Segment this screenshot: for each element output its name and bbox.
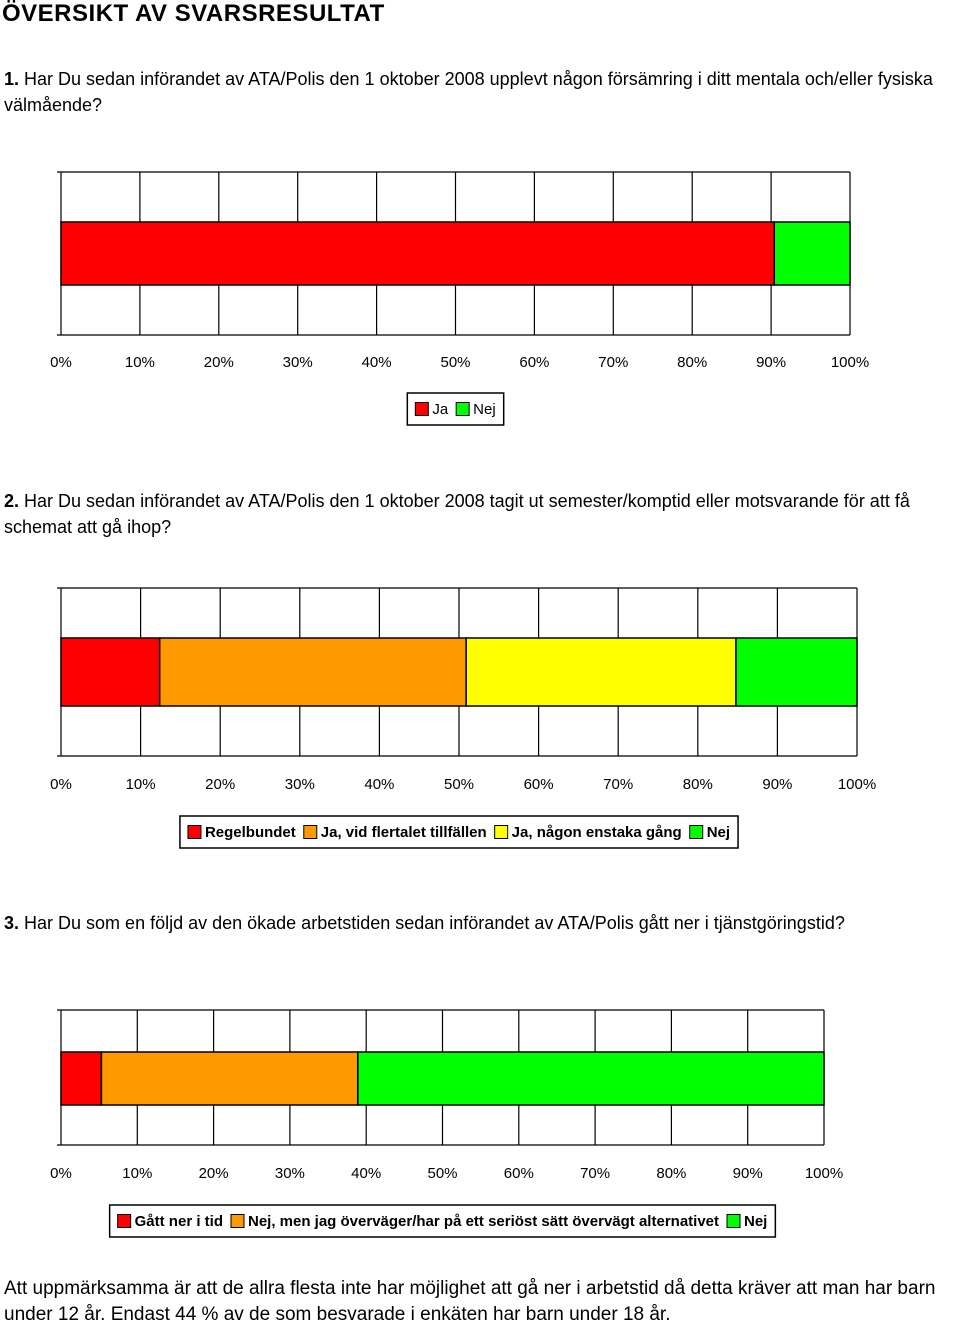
tick-label: 90%: [733, 1165, 763, 1182]
tick-label: 0%: [50, 776, 72, 793]
legend-label: Ja: [432, 401, 449, 418]
bar-segment-4: [735, 637, 858, 707]
tick-label: 70%: [603, 776, 633, 793]
legend: Gått ner i tid Nej, men jag överväger/har…: [108, 1204, 777, 1238]
legend-label: Nej: [473, 401, 496, 418]
legend-swatch: [414, 402, 429, 416]
tick-label: 0%: [50, 354, 72, 371]
tick-label: 100%: [838, 776, 876, 793]
legend-label: Gått ner i tid: [135, 1213, 223, 1230]
bar-segment-1: [60, 221, 776, 286]
tick-label: 30%: [275, 1165, 305, 1182]
tick-label: 0%: [50, 1165, 72, 1182]
tick-label: 80%: [656, 1165, 686, 1182]
question-number: 2.: [4, 491, 20, 511]
tick-label: 20%: [205, 776, 235, 793]
question-1: 1. Har Du sedan införandet av ATA/Polis …: [4, 66, 954, 118]
tick-label: 30%: [283, 354, 313, 371]
question-number: 1.: [4, 69, 20, 89]
legend-swatch: [303, 825, 318, 839]
tick-label: 50%: [427, 1165, 457, 1182]
tick-label: 30%: [285, 776, 315, 793]
tick-label: 60%: [504, 1165, 534, 1182]
bar-segment-2: [158, 637, 467, 707]
legend-box: [108, 1204, 777, 1238]
tick-label: 100%: [805, 1165, 843, 1182]
legend-swatch: [455, 402, 470, 416]
tick-label: 20%: [199, 1165, 229, 1182]
tick-label: 10%: [126, 776, 156, 793]
question-2: 2. Har Du sedan införandet av ATA/Polis …: [4, 488, 954, 540]
bar-segment-2: [773, 221, 851, 286]
tick-label: 50%: [440, 354, 470, 371]
chart-q2: 0% 10% 20% 30% 40% 50% 60% 70% 80% 90% 100% Regelbu…: [50, 587, 876, 849]
tick-label: 70%: [598, 354, 628, 371]
legend-swatch: [494, 825, 509, 839]
tick-label: 40%: [351, 1165, 381, 1182]
legend-swatch: [230, 1214, 245, 1228]
tick-label: 20%: [204, 354, 234, 371]
bar-segment-3: [357, 1051, 825, 1106]
question-3: 3. Har Du som en följd av den ökade arbe…: [4, 910, 954, 936]
legend-label: Ja, vid flertalet tillfällen: [321, 824, 487, 841]
question-text: Har Du sedan införandet av ATA/Polis den…: [4, 491, 910, 537]
tick-label: 10%: [122, 1165, 152, 1182]
tick-label: 10%: [125, 354, 155, 371]
question-text: Har Du sedan införandet av ATA/Polis den…: [4, 69, 933, 115]
legend-label: Nej, men jag överväger/har på ett seriös…: [248, 1213, 719, 1230]
tick-label: 70%: [580, 1165, 610, 1182]
tick-label: 60%: [519, 354, 549, 371]
footnote: Att uppmärksamma är att de allra flesta …: [4, 1278, 936, 1325]
tick-label: 40%: [362, 354, 392, 371]
bar-segment-1: [60, 1051, 103, 1106]
tick-label: 60%: [524, 776, 554, 793]
legend-label: Regelbundet: [205, 824, 296, 841]
bar-segment-2: [100, 1051, 359, 1106]
tick-label: 90%: [762, 776, 792, 793]
question-text: Har Du som en följd av den ökade arbetst…: [24, 913, 845, 933]
bar-segment-3: [465, 637, 737, 707]
chart-q3: 0% 10% 20% 30% 40% 50% 60% 70% 80% 90% 100% Gått ne…: [50, 1009, 843, 1238]
legend-box: [179, 815, 739, 849]
tick-label: 100%: [831, 354, 869, 371]
legend-swatch: [187, 825, 202, 839]
question-number: 3.: [4, 913, 20, 933]
legend-label: Nej: [707, 824, 730, 841]
legend-swatch: [726, 1214, 741, 1228]
tick-label: 90%: [756, 354, 786, 371]
bar-segment-1: [60, 637, 161, 707]
legend-label: Nej: [744, 1213, 767, 1230]
legend: Ja Nej: [406, 392, 505, 426]
chart-q1: 0% 10% 20% 30% 40% 50% 60% 70% 80% 90% 100% Ja Nej: [50, 171, 869, 426]
tick-label: 40%: [364, 776, 394, 793]
legend: Regelbundet Ja, vid flertalet tillfällen J…: [179, 815, 739, 849]
tick-label: 80%: [683, 776, 713, 793]
legend-label: Ja, någon enstaka gång: [512, 824, 682, 841]
tick-label: 80%: [677, 354, 707, 371]
tick-label: 50%: [444, 776, 474, 793]
page-title: ÖVERSIKT AV SVARSRESULTAT: [2, 0, 385, 27]
legend-swatch: [689, 825, 704, 839]
legend-swatch: [117, 1214, 132, 1228]
